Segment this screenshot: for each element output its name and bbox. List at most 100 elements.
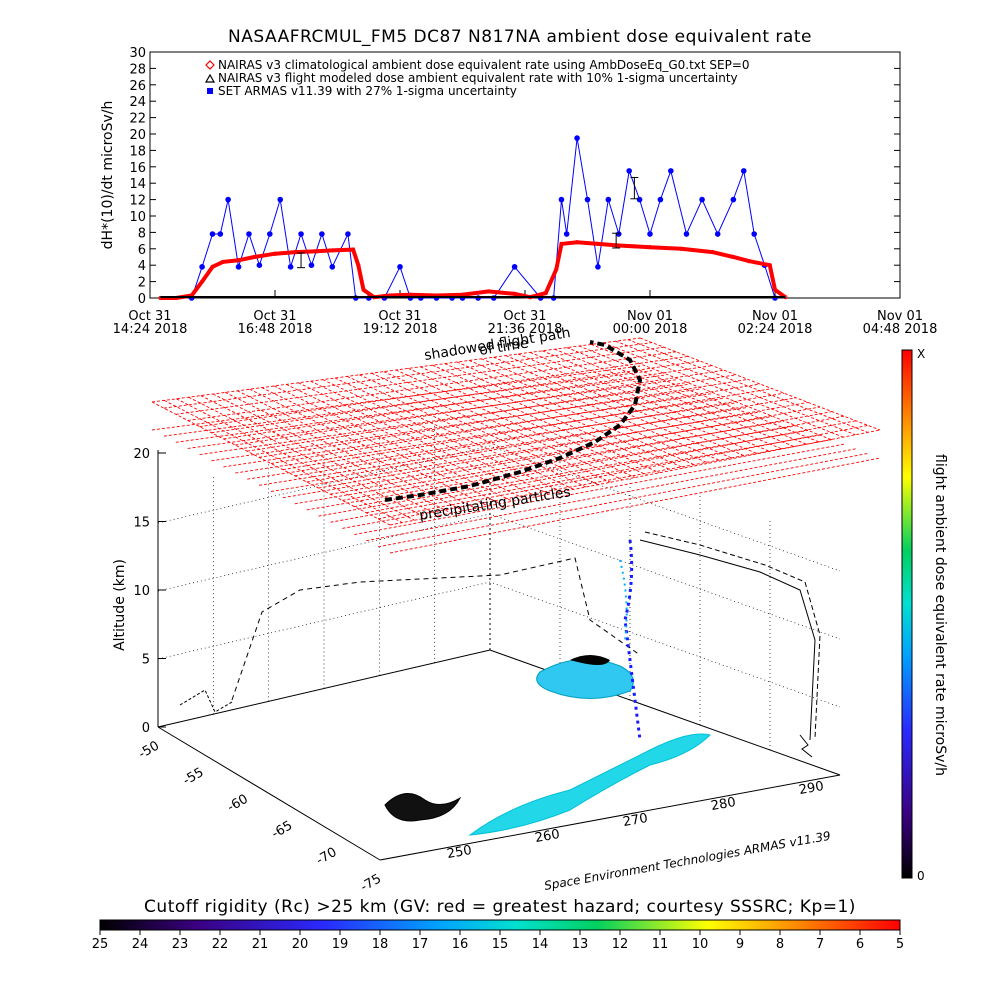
- mesh-line: [408, 367, 648, 476]
- mesh-line: [354, 443, 845, 535]
- climatological-point: [574, 240, 580, 245]
- armas-point: [558, 196, 565, 203]
- x-tick-label-time: 14:24 2018: [113, 322, 188, 337]
- top-series-layer: [158, 135, 788, 301]
- mesh-line: [371, 372, 611, 483]
- armas-point: [308, 262, 315, 269]
- climatological-point: [559, 241, 564, 246]
- rigidity-tick-label: 22: [212, 937, 229, 952]
- climatological-point: [486, 289, 491, 294]
- lat-tick-label: -75: [358, 871, 384, 895]
- mesh-line: [469, 359, 709, 464]
- mesh-line: [389, 457, 881, 554]
- mesh-line: [456, 361, 697, 467]
- climatological-point: [767, 263, 772, 268]
- mesh-line: [378, 424, 869, 520]
- climatological-point: [543, 290, 548, 296]
- mesh-line: [359, 374, 599, 486]
- mesh-line: [444, 363, 685, 469]
- rigidity-tick-label: 5: [896, 937, 904, 952]
- climatological-point: [236, 258, 241, 263]
- climatological-point: [210, 264, 215, 269]
- mesh-line: [212, 393, 452, 514]
- mesh-line: [176, 398, 415, 521]
- mesh-line: [578, 345, 819, 443]
- rigidity-tick-label: 11: [652, 937, 669, 952]
- climatological-point: [710, 249, 715, 255]
- mesh-line: [530, 351, 770, 452]
- x-tick-label-date: Nov 01: [627, 309, 673, 324]
- grid-line: [157, 513, 841, 640]
- mesh-line: [395, 369, 636, 478]
- mesh-line: [163, 342, 653, 409]
- mesh-line: [615, 340, 856, 436]
- dose-colorbar-label: flight ambient dose equivalent rate micr…: [932, 454, 948, 776]
- climatological-point: [361, 287, 366, 292]
- climatological-point: [647, 245, 653, 250]
- lon-tick-label: 260: [534, 827, 561, 846]
- armas-point: [584, 196, 591, 203]
- armas-point: [345, 231, 351, 237]
- climatological-point: [731, 254, 736, 260]
- y-tick-label: 12: [129, 194, 146, 209]
- mesh-line: [187, 351, 677, 421]
- armas-point: [647, 231, 653, 237]
- lon-tick-label: 280: [710, 795, 737, 814]
- 3d-lat-axis: -50 -55 -60 -65 -70 -75: [136, 738, 384, 895]
- mesh-line: [282, 388, 773, 471]
- mesh-line: [639, 337, 881, 431]
- grid-line: [157, 581, 841, 708]
- climatological-point: [252, 254, 257, 260]
- mesh-line: [322, 379, 562, 493]
- y-tick-label: 14: [129, 177, 146, 192]
- armas-point: [511, 264, 518, 270]
- armas-point: [730, 196, 737, 203]
- climatological-series-line: [160, 240, 787, 300]
- armas-point: [217, 231, 224, 237]
- mesh-line: [294, 392, 785, 477]
- mesh-line: [306, 425, 797, 511]
- mesh-line: [389, 429, 881, 526]
- y-tick-label: 0: [138, 292, 146, 307]
- 3d-ground-track: [179, 531, 821, 836]
- 3d-grid: [157, 422, 841, 776]
- rigidity-tick-label: 15: [492, 937, 509, 952]
- mesh-line: [347, 375, 587, 488]
- x-tick-label-time: 19:12 2018: [363, 322, 438, 337]
- mesh-line: [223, 393, 713, 468]
- climatological-point: [356, 263, 361, 268]
- armas-point: [605, 196, 612, 203]
- lon-tick-label: 270: [622, 811, 649, 830]
- rigidity-tick-label: 17: [412, 937, 429, 952]
- mesh-line: [151, 365, 641, 431]
- armas-point: [636, 196, 643, 203]
- armas-point: [668, 168, 674, 174]
- x-tick-label-date: Oct 31: [503, 309, 546, 324]
- lon-tick-label: 290: [798, 779, 825, 798]
- x-tick-label-date: Oct 31: [128, 309, 171, 324]
- rigidity-tick-label: 9: [736, 937, 744, 952]
- x-tick-label-time: 00:00 2018: [613, 322, 688, 337]
- mesh-line: [237, 390, 476, 509]
- y-tick-label: 26: [129, 79, 146, 94]
- mesh-line: [554, 348, 795, 448]
- armas-point: [626, 168, 632, 174]
- x-tick-label-date: Oct 31: [378, 309, 421, 324]
- armas-point: [615, 231, 622, 237]
- lat-tick-label: -50: [136, 738, 162, 762]
- y-tick-label: 4: [138, 259, 146, 274]
- x-tick-label-time: 02:24 2018: [738, 322, 813, 337]
- rigidity-ticks: 25 24 23 22 21 20 19 18 17 16 15 14 13 12 11 10 9 8 7 6 5: [92, 930, 904, 952]
- mesh-line: [366, 420, 857, 514]
- mesh-line: [481, 358, 721, 462]
- rigidity-tick-label: 24: [132, 937, 149, 952]
- armas-point: [235, 264, 242, 270]
- rigidity-tick-label: 16: [452, 937, 469, 952]
- mesh-line: [223, 365, 713, 440]
- mesh-line: [175, 374, 665, 443]
- mesh-line: [261, 387, 501, 505]
- z-tick-label: 15: [133, 516, 150, 531]
- mesh-line: [366, 448, 857, 542]
- armas-point: [277, 196, 284, 203]
